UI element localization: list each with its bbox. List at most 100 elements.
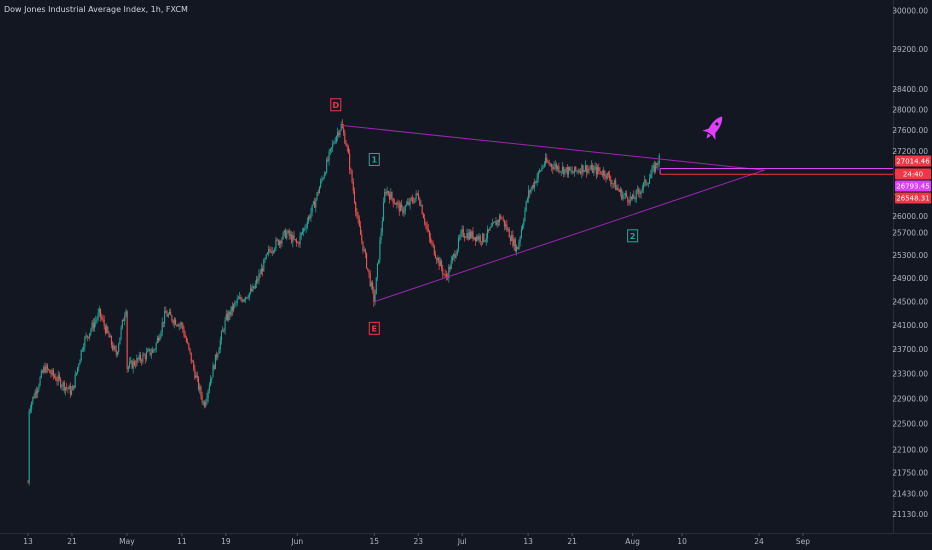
time-tick-label: 21 [67,537,77,546]
candle-body [478,235,480,240]
candle-body [78,364,80,368]
candle-body [129,362,131,367]
candle-body [421,205,423,215]
candle-body [379,240,381,260]
wave-label-1[interactable]: 1 [368,152,380,166]
triangle-lower-trendline[interactable] [374,169,765,303]
candle-body [310,212,312,219]
candle-body [483,233,485,242]
candle-body [518,242,520,249]
candle-body [639,192,641,195]
candle-body [564,169,566,175]
candle-body [581,165,583,174]
candle-body [335,136,337,142]
candle-body [441,260,443,269]
candle-body [634,198,636,200]
candle-body [328,151,330,161]
candle-body [29,409,31,411]
wave-label-text: D [332,101,339,110]
candle-body [512,235,514,246]
candle-body [451,256,453,261]
candle-body [247,297,249,299]
candle-body [444,274,446,275]
time-axis[interactable]: 13 21 May 11 19 Jun 15 23 Jul 13 21 Aug 10 24 Sep [23,533,810,546]
candle-body [305,227,307,229]
candle-body [320,180,322,188]
candle-body [392,198,394,204]
candle-body [610,179,612,185]
candle-body [84,337,86,348]
candle-body [226,313,229,321]
candle-body [210,379,212,386]
wave-label-2[interactable]: 2 [627,229,639,243]
candle-body [87,336,90,338]
candle-body [107,326,109,333]
time-tick-label: 24 [754,537,764,546]
price-badge-bg [895,155,931,167]
candle-body [156,337,158,343]
candle-body [43,366,45,373]
price-tick-label: 24900.00 [892,274,928,283]
candle-body [135,364,137,366]
candle-body [408,202,410,205]
price-badge: 26548.31 [895,192,931,204]
price-badge: 26793.45 [895,180,931,192]
candle-body [356,212,358,216]
candle-body [255,279,258,284]
candle-body [196,375,198,378]
candle-body [349,153,351,170]
candle-body [632,194,634,199]
candle-body [181,323,183,325]
candle-body [193,361,195,369]
candle-body [468,232,470,240]
candle-body [503,219,505,227]
candle-body [382,202,385,221]
price-axis[interactable]: 30000.00 29200.00 28400.00 28000.00 27600.00… [892,6,928,518]
candle-body [199,386,201,390]
candle-body [582,165,584,172]
wave-label-d[interactable]: D [330,98,342,112]
candle-body [574,166,576,173]
candle-body [580,171,582,174]
candle-body [81,349,83,351]
price-tick-label: 24100.00 [892,321,928,330]
candle-body [569,167,571,171]
candle-body [485,238,487,241]
candle-body [219,340,221,350]
candle-body [650,174,652,179]
candle-body [283,230,285,233]
candle-body [324,172,327,175]
wave-label-e[interactable]: E [368,321,380,335]
candle-body [109,336,111,338]
candle-body [538,170,541,172]
candle-body [480,241,483,243]
candle-body [95,320,97,323]
candle-body [306,221,308,228]
rocket-fin-left [702,127,711,133]
candle-body [241,299,243,302]
candle-body [77,367,79,373]
candle-body [369,273,371,287]
candle-body [195,375,197,378]
candle-body [69,385,71,395]
candle-body [557,166,559,169]
candle-body [142,354,144,362]
candle-body [176,324,178,326]
candle-body [120,327,122,338]
candle-body [609,174,611,180]
candle-body [543,163,545,167]
rocket-fin-right [712,131,716,140]
candle-body [630,196,632,199]
price-badges: 27014.46 24:40 26793.45 26548.31 [895,155,931,204]
candle-body [626,193,628,198]
candle-body [184,335,186,338]
price-badge-label: 24:40 [903,171,923,179]
candle-body [448,266,450,279]
price-badge-bg [895,180,931,192]
candle-body [492,222,495,224]
triangle-upper-trendline[interactable] [341,124,765,171]
candle-body [616,187,618,191]
